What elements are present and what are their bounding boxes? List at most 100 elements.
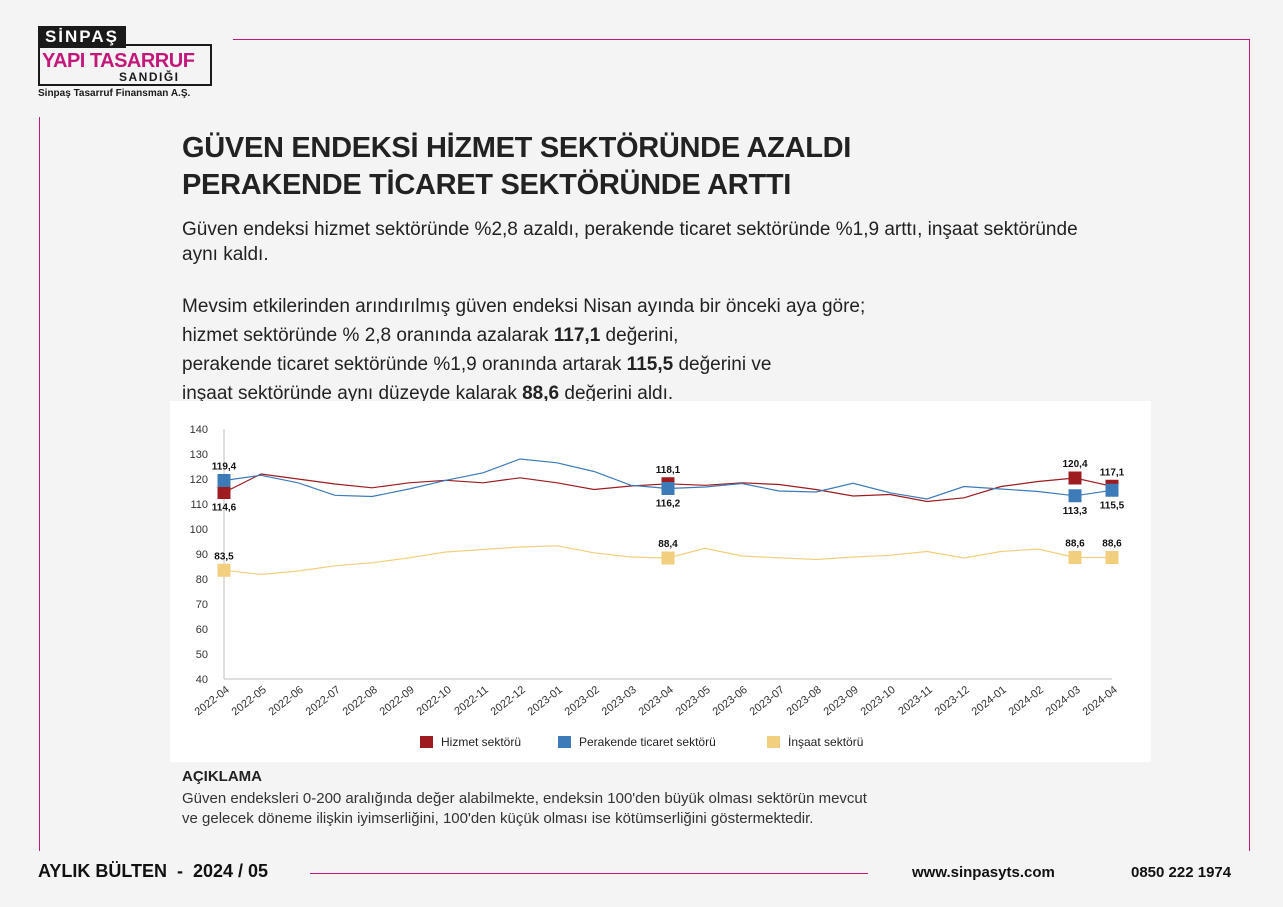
- x-tick-label: 2024-01: [970, 684, 1009, 718]
- data-point-marker: [1105, 551, 1119, 564]
- title-line-1: GÜVEN ENDEKSİ HİZMET SEKTÖRÜNDE AZALDI: [182, 132, 852, 164]
- data-point-marker: [1068, 471, 1082, 485]
- summary-text: perakende ticaret sektöründe %1,9 oranın…: [182, 354, 627, 375]
- y-tick-label: 130: [190, 449, 208, 461]
- summary-text: değerini ve: [673, 354, 772, 375]
- note-title: AÇIKLAMA: [182, 768, 262, 785]
- summary-text: değerini,: [600, 325, 679, 346]
- data-label: 113,3: [1063, 506, 1088, 517]
- x-tick-label: 2023-03: [600, 684, 639, 718]
- data-label: 120,4: [1062, 459, 1087, 470]
- x-tick-label: 2022-05: [230, 684, 269, 718]
- data-point-marker: [1068, 489, 1082, 503]
- y-tick-label: 80: [196, 574, 208, 586]
- website-link[interactable]: www.sinpasyts.com: [912, 864, 1055, 881]
- x-tick-label: 2024-04: [1081, 684, 1120, 718]
- data-label: 116,2: [656, 499, 681, 510]
- summary-paragraph: Mevsim etkilerinden arındırılmış güven e…: [182, 292, 1102, 408]
- legend-swatch: [420, 736, 433, 748]
- x-tick-label: 2023-12: [933, 684, 972, 718]
- data-point-marker: [661, 551, 675, 565]
- summary-text: inşaat sektöründe aynı düzeyde kalarak: [182, 383, 523, 404]
- summary-line-3: perakende ticaret sektöründe %1,9 oranın…: [182, 350, 1102, 379]
- data-label: 88,6: [1065, 539, 1085, 550]
- y-tick-label: 90: [196, 549, 208, 561]
- legend-label: Hizmet sektörü: [441, 735, 521, 749]
- y-tick-label: 70: [196, 599, 208, 611]
- x-tick-label: 2023-11: [896, 684, 935, 718]
- summary-line-4: inşaat sektöründe aynı düzeyde kalarak 8…: [182, 379, 1102, 408]
- data-label: 118,1: [656, 465, 681, 476]
- data-label: 115,5: [1100, 500, 1125, 511]
- x-tick-label: 2022-06: [267, 684, 306, 718]
- x-tick-label: 2023-02: [563, 684, 602, 718]
- logo-top-text: SİNPAŞ: [38, 26, 126, 48]
- data-point-marker: [217, 486, 231, 499]
- data-point-marker: [1068, 551, 1082, 564]
- logo-sub-text: SANDIĞI: [116, 70, 183, 84]
- x-tick-label: 2022-11: [452, 684, 491, 718]
- x-tick-label: 2024-03: [1044, 684, 1083, 718]
- y-tick-label: 120: [190, 474, 208, 486]
- logo-company-name: Sinpaş Tasarruf Finansman A.Ş.: [38, 88, 191, 99]
- data-point-marker: [217, 563, 231, 577]
- bulletin-label: AYLIK BÜLTEN - 2024 / 05: [38, 861, 269, 881]
- logo-brand-text: YAPI TASARRUF: [42, 50, 195, 72]
- frame-top-line: [233, 39, 1250, 40]
- x-tick-label: 2023-01: [526, 684, 565, 718]
- confidence-index-chart: 40 50 60 70 80 90 100 110 120 130 140 2022-04 2022-0…: [170, 401, 1151, 762]
- data-label: 114,6: [212, 503, 237, 514]
- x-tick-label: 2024-02: [1007, 684, 1046, 718]
- summary-line-1: Mevsim etkilerinden arındırılmış güven e…: [182, 296, 866, 317]
- y-tick-label: 40: [196, 674, 208, 686]
- summary-value-insaat: 88,6: [522, 383, 560, 404]
- frame-left-line: [39, 117, 40, 851]
- summary-value-perakende: 115,5: [626, 354, 674, 375]
- page-title: GÜVEN ENDEKSİ HİZMET SEKTÖRÜNDE AZALDI P…: [182, 130, 851, 204]
- summary-value-hizmet: 117,1: [553, 325, 601, 346]
- x-tick-label: 2023-06: [711, 684, 750, 718]
- legend-swatch: [558, 736, 571, 748]
- y-tick-label: 60: [196, 624, 208, 636]
- note-text: Güven endeksleri 0-200 aralığında değer …: [182, 789, 982, 829]
- footer-divider: [310, 873, 868, 874]
- data-label: 119,4: [212, 462, 237, 473]
- data-point-marker: [661, 482, 675, 495]
- summary-line-2: hizmet sektöründe % 2,8 oranında azalara…: [182, 321, 1102, 350]
- x-tick-label: 2023-04: [637, 684, 676, 718]
- frame-right-line: [1249, 39, 1250, 851]
- x-tick-label: 2023-07: [748, 684, 787, 718]
- data-label: 117,1: [1100, 467, 1125, 478]
- legend-label: Perakende ticaret sektörü: [579, 735, 716, 749]
- data-label: 83,5: [214, 551, 234, 562]
- data-label: 88,4: [658, 539, 678, 550]
- phone-number: 0850 222 1974: [1131, 864, 1232, 881]
- note-line-2: ve gelecek döneme ilişkin iyimserliğini,…: [182, 810, 814, 827]
- intro-text: Güven endeksi hizmet sektöründe %2,8 aza…: [182, 219, 1078, 265]
- x-tick-label: 2023-08: [785, 684, 824, 718]
- title-line-2: PERAKENDE TİCARET SEKTÖRÜNDE ARTTI: [182, 169, 792, 201]
- x-tick-label: 2023-05: [674, 684, 713, 718]
- chart-svg: 4050607080901001101201301402022-042022-0…: [190, 424, 1125, 749]
- summary-text: hizmet sektöründe % 2,8 oranında azalara…: [182, 325, 554, 346]
- y-tick-label: 50: [196, 649, 208, 661]
- data-point-marker: [1105, 483, 1119, 497]
- y-tick-label: 100: [190, 524, 208, 536]
- x-tick-label: 2023-10: [859, 684, 898, 718]
- x-tick-label: 2022-10: [415, 684, 454, 718]
- y-tick-label: 140: [190, 424, 208, 436]
- data-point-marker: [217, 474, 231, 487]
- x-tick-label: 2022-12: [489, 684, 528, 718]
- data-label: 88,6: [1102, 539, 1122, 550]
- x-tick-label: 2022-09: [378, 684, 417, 718]
- x-tick-label: 2023-09: [822, 684, 861, 718]
- note-line-1: Güven endeksleri 0-200 aralığında değer …: [182, 790, 867, 807]
- legend-swatch: [767, 736, 780, 748]
- x-tick-label: 2022-04: [193, 684, 232, 718]
- legend-label: İnşaat sektörü: [788, 735, 863, 749]
- y-tick-label: 110: [190, 499, 208, 511]
- company-logo: SİNPAŞ YAPI TASARRUF SANDIĞI Sinpaş Tasa…: [38, 26, 228, 101]
- summary-text: değerini aldı.: [559, 383, 674, 404]
- x-tick-label: 2022-08: [341, 684, 380, 718]
- x-tick-label: 2022-07: [304, 684, 343, 718]
